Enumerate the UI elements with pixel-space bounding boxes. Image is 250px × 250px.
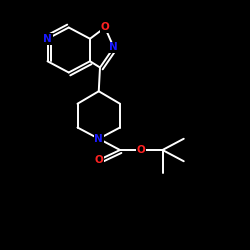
Text: N: N [94,134,103,144]
Text: O: O [94,155,103,165]
Text: O: O [137,145,145,155]
Text: N: N [110,42,118,52]
Text: N: N [43,34,52,44]
Text: O: O [100,22,110,32]
